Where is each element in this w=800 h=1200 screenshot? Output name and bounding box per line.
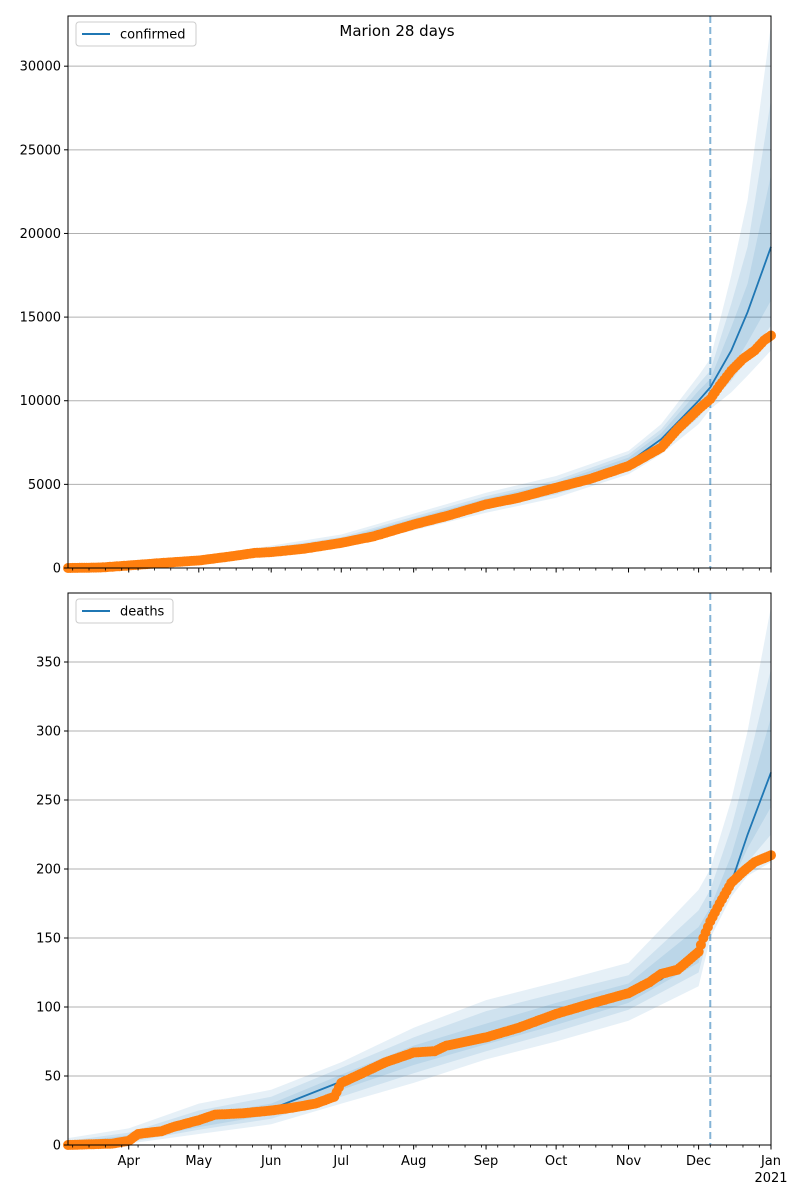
xtick-label-Aug: Aug xyxy=(401,1154,426,1169)
confirmed-band-2 xyxy=(68,174,771,568)
deaths-plot-frame xyxy=(67,592,772,1146)
deaths-ytick-label-100: 100 xyxy=(36,1001,61,1016)
confirmed-ytick-label-20000: 20000 xyxy=(20,227,61,242)
deaths-ytick-label-0: 0 xyxy=(53,1139,61,1154)
deaths-legend-box xyxy=(75,598,174,624)
deaths-ytick-label-200: 200 xyxy=(36,863,61,878)
deaths-legend: deaths xyxy=(75,598,174,624)
deaths-legend-label: deaths xyxy=(120,605,165,620)
confirmed-axes: 0 5000 10000 15000 20000 25000 30000 confirmed xyxy=(20,15,776,577)
confirmed-legend-label: confirmed xyxy=(120,28,186,43)
xtick-label-Apr: Apr xyxy=(117,1154,140,1169)
figure-title: Marion 28 days xyxy=(339,22,454,40)
xtick-year-label: 2021 xyxy=(754,1171,787,1186)
deaths-ytick-label-250: 250 xyxy=(36,794,61,809)
confirmed-ytick-label-15000: 15000 xyxy=(20,311,61,326)
confirmed-legend: confirmed xyxy=(75,21,197,47)
deaths-band-2 xyxy=(68,717,771,1145)
deaths-ytick-label-150: 150 xyxy=(36,932,61,947)
confirmed-ytick-label-0: 0 xyxy=(53,562,61,577)
xtick-label-Jan: Jan xyxy=(760,1154,781,1169)
confirmed-ytick-label-30000: 30000 xyxy=(20,60,61,75)
xtick-label-Sep: Sep xyxy=(474,1154,499,1169)
xtick-label-Nov: Nov xyxy=(616,1154,642,1169)
xtick-label-Oct: Oct xyxy=(545,1154,567,1169)
confirmed-ytick-label-10000: 10000 xyxy=(20,394,61,409)
deaths-ytick-label-350: 350 xyxy=(36,656,61,671)
confirmed-ytick-label-5000: 5000 xyxy=(28,478,61,493)
xtick-label-Dec: Dec xyxy=(686,1154,711,1169)
confirmed-observed-points xyxy=(63,330,776,573)
deaths-y-axis: 0 50 100 150 200 250 300 350 xyxy=(36,656,68,1154)
xtick-label-Jun: Jun xyxy=(260,1154,281,1169)
deaths-band-0 xyxy=(68,606,771,1145)
confirmed-legend-box xyxy=(75,21,197,47)
confirmed-y-axis: 0 5000 10000 15000 20000 25000 30000 xyxy=(20,60,68,577)
deaths-ytick-label-50: 50 xyxy=(44,1070,61,1085)
deaths-axes: 0 50 100 150 200 250 300 350 Apr May Jun Jul Aug Sep… xyxy=(36,592,788,1186)
xtick-label-Jul: Jul xyxy=(332,1154,349,1169)
deaths-x-axis: Apr May Jun Jul Aug Sep Oct Nov Dec Jan 2021 xyxy=(72,1145,788,1186)
xtick-label-May: May xyxy=(185,1154,212,1169)
confirmed-ytick-label-25000: 25000 xyxy=(20,143,61,158)
confirmed-uncertainty-bands xyxy=(68,24,771,568)
deaths-ytick-label-300: 300 xyxy=(36,725,61,740)
confirmed-plot-frame xyxy=(67,15,772,569)
